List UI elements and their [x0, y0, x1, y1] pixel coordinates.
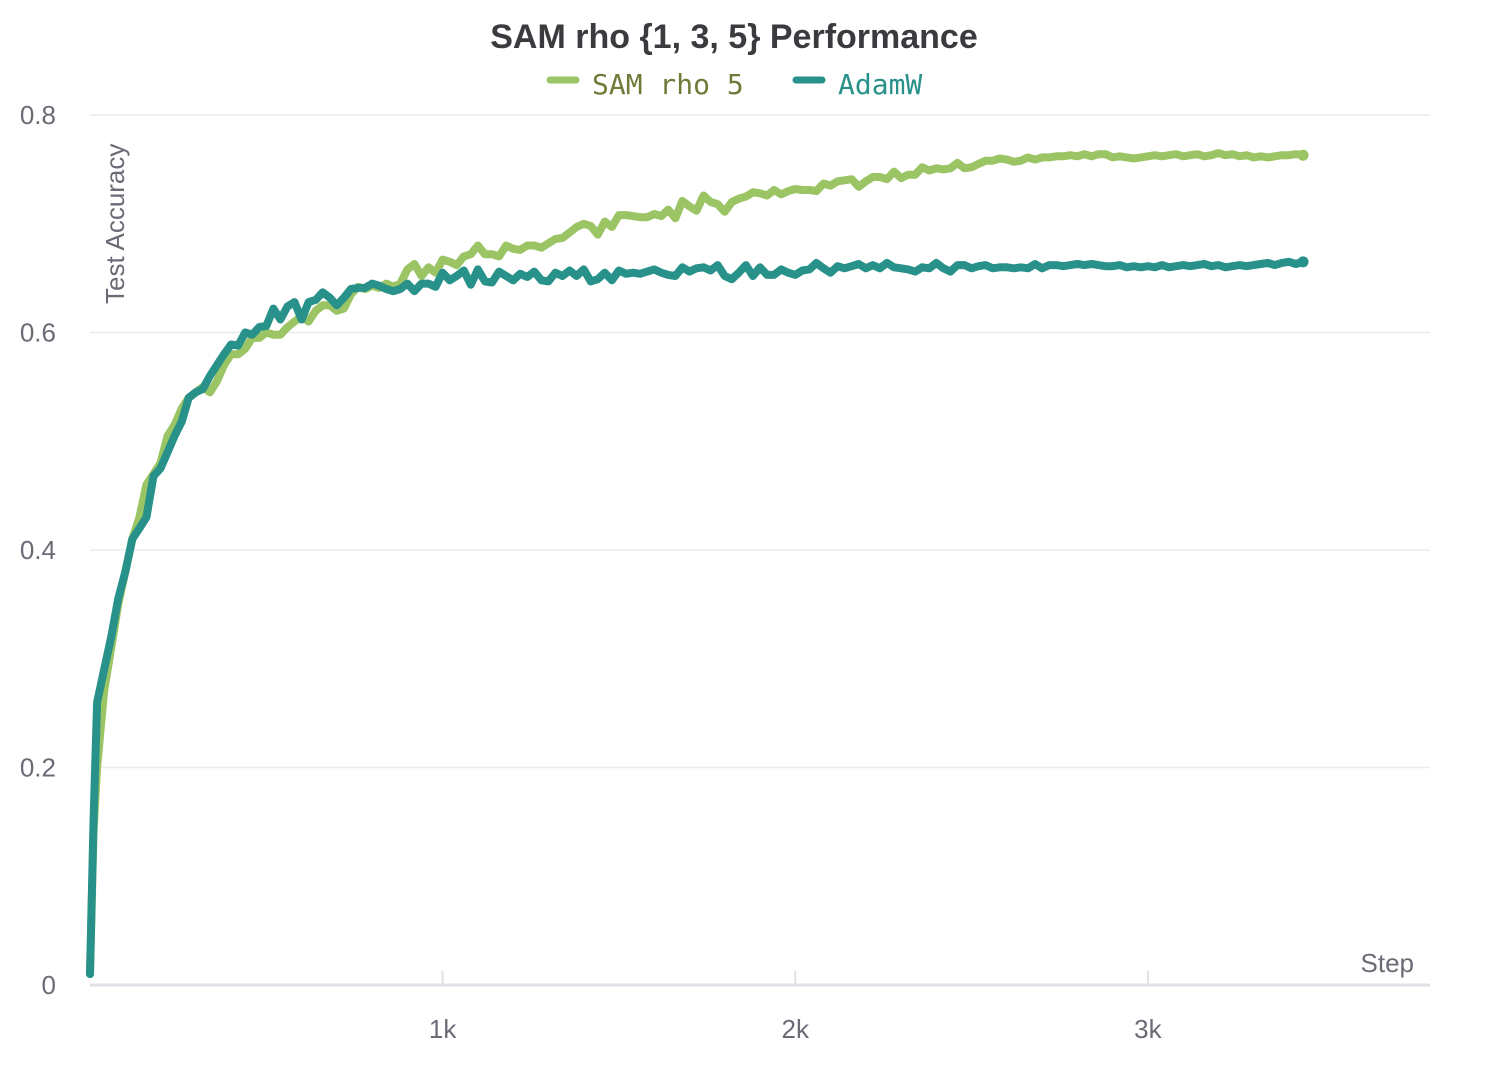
- x-tick-label: 2k: [782, 1014, 810, 1044]
- y-tick-label: 0.8: [20, 100, 56, 130]
- y-axis-label: Test Accuracy: [100, 144, 130, 304]
- legend: SAM rho 5 AdamW: [546, 68, 922, 101]
- x-axis-label: Step: [1361, 948, 1415, 978]
- gridlines: [90, 114, 1430, 987]
- legend-label-sam-rho-5: SAM rho 5: [592, 68, 744, 101]
- series-group: [86, 149, 1309, 979]
- series-endpoint-adamw: [1297, 256, 1309, 268]
- legend-item-sam-rho-5[interactable]: SAM rho 5: [546, 68, 744, 101]
- chart-title: SAM rho {1, 3, 5} Performance: [490, 18, 978, 56]
- x-axis-ticks: 1k 2k 3k: [429, 1014, 1163, 1044]
- y-tick-label: 0.6: [20, 318, 56, 348]
- series-endpoint-sam-rho-5: [1297, 149, 1309, 161]
- legend-item-adamw[interactable]: AdamW: [792, 68, 922, 101]
- y-tick-label: 0.2: [20, 753, 56, 783]
- series-line-sam-rho-5: [86, 149, 1308, 979]
- x-tick-label: 3k: [1134, 1014, 1162, 1044]
- y-tick-label: 0.4: [20, 535, 56, 565]
- x-tick-label: 1k: [429, 1014, 457, 1044]
- y-axis-ticks: 0 0.2 0.4 0.6 0.8: [20, 100, 56, 1000]
- series-line-adamw: [86, 257, 1308, 979]
- y-tick-label: 0: [42, 970, 56, 1000]
- legend-label-adamw: AdamW: [838, 68, 922, 101]
